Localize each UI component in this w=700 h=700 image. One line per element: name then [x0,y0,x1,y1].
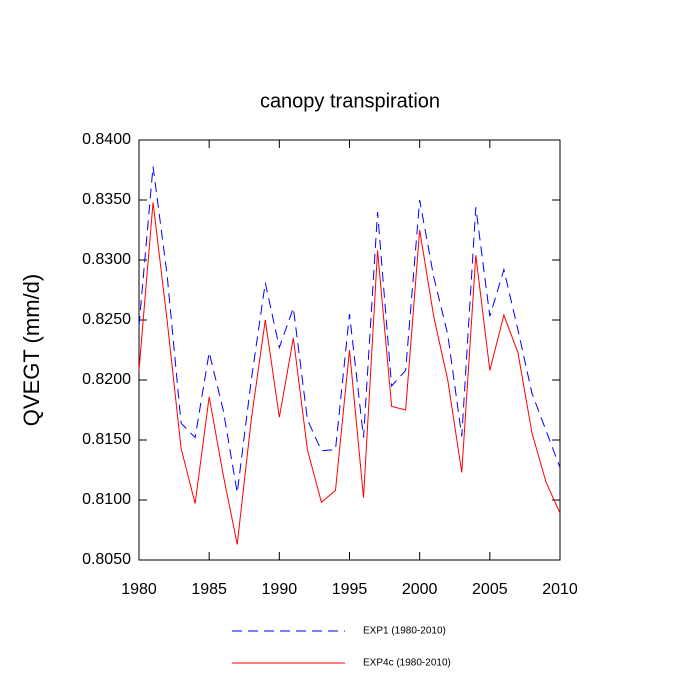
legend-label: EXP1 (1980-2010) [363,626,446,637]
y-axis-label: QVEGT (mm/d) [19,274,44,426]
legend-label: EXP4c (1980-2010) [363,658,451,669]
y-tick-label: 0.8300 [82,251,131,268]
x-tick-label: 2010 [542,581,578,598]
x-tick-label: 2005 [472,581,508,598]
x-tick-label: 2000 [402,581,438,598]
series-line [138,202,561,545]
y-tick-label: 0.8050 [82,551,131,568]
y-tick-label: 0.8200 [82,371,131,388]
y-tick-label: 0.8100 [82,491,131,508]
y-tick-label: 0.8150 [82,431,131,448]
y-tick-label: 0.8250 [82,311,131,328]
x-tick-label: 1980 [121,581,157,598]
x-tick-label: 1990 [262,581,298,598]
series-line [138,166,561,493]
y-tick-label: 0.8400 [82,131,131,148]
chart-title: canopy transpiration [260,90,440,112]
x-tick-label: 1985 [191,581,227,598]
x-tick-label: 1995 [332,581,368,598]
y-tick-label: 0.8350 [82,191,131,208]
